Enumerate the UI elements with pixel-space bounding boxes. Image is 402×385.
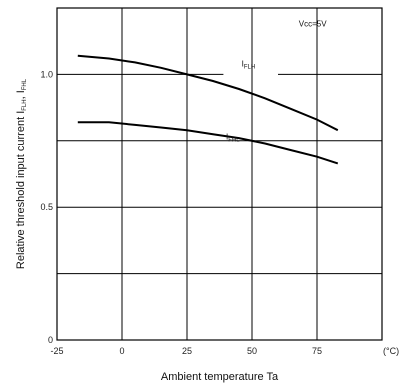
y-axis-title-sub-fhl: FHL xyxy=(22,78,28,90)
series-line-flh xyxy=(77,54,339,132)
series-label-main: I xyxy=(226,132,228,141)
series-label-main: I xyxy=(242,59,244,68)
series-label-sub: FLH xyxy=(244,64,255,70)
y-tick-label: 0 xyxy=(48,335,53,345)
series-label-sub: FHL xyxy=(228,137,240,143)
y-axis-title-prefix: Relative threshold input current I xyxy=(15,111,27,269)
grid xyxy=(57,8,382,340)
x-tick-label: 75 xyxy=(312,346,322,356)
plot-frame xyxy=(56,7,383,341)
x-tick-label: 0 xyxy=(119,346,124,356)
x-axis-unit: (°C) xyxy=(383,346,399,356)
series-line-fhl xyxy=(77,121,339,165)
y-tick-label: 0.5 xyxy=(40,202,53,212)
x-tick-label: 25 xyxy=(182,346,192,356)
annotation-vcc: Vcc=5V xyxy=(299,20,327,29)
x-tick-label: 50 xyxy=(247,346,257,356)
x-axis-title: Ambient temperature Ta xyxy=(161,371,279,383)
y-axis-title-sub-flh: FLH xyxy=(22,99,28,110)
series-label-flh: IFLH xyxy=(242,59,256,70)
series-label-fhl: IFHL xyxy=(226,132,240,143)
y-axis-title: Relative threshold input current IFLH, I… xyxy=(15,78,28,269)
x-tick-label: -25 xyxy=(50,346,63,356)
y-axis-title-mid: , I xyxy=(15,90,27,99)
y-tick-label: 1.0 xyxy=(40,69,53,79)
